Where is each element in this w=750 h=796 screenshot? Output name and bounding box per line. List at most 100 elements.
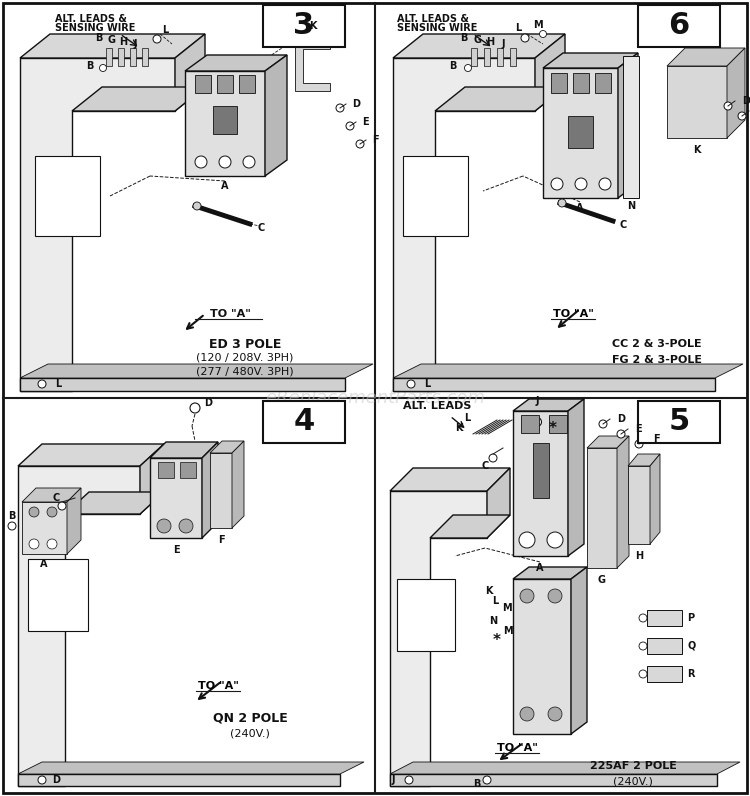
Text: FG 2 & 3-POLE: FG 2 & 3-POLE <box>612 355 702 365</box>
Text: D: D <box>742 96 750 106</box>
Text: 225AF 2 POLE: 225AF 2 POLE <box>590 761 676 771</box>
Circle shape <box>558 199 566 207</box>
Polygon shape <box>18 444 164 466</box>
Polygon shape <box>587 436 629 448</box>
Text: L: L <box>464 413 470 423</box>
Polygon shape <box>67 488 81 554</box>
Polygon shape <box>513 399 584 411</box>
Bar <box>106 48 112 66</box>
Text: A: A <box>576 203 584 213</box>
Text: ALT. LEADS &: ALT. LEADS & <box>397 14 469 24</box>
Circle shape <box>100 64 106 72</box>
Bar <box>180 462 196 478</box>
Bar <box>22 502 67 554</box>
Polygon shape <box>618 53 638 198</box>
Text: eReplacementParts.com: eReplacementParts.com <box>265 389 485 407</box>
Text: H: H <box>635 551 643 561</box>
Text: CC 2 & 3-POLE: CC 2 & 3-POLE <box>612 339 702 349</box>
Text: F: F <box>372 135 379 145</box>
Text: K: K <box>309 21 316 31</box>
Polygon shape <box>430 515 510 538</box>
Text: F: F <box>217 535 224 545</box>
Text: B: B <box>449 61 457 71</box>
Circle shape <box>464 64 472 72</box>
Text: A: A <box>221 181 229 191</box>
Polygon shape <box>650 454 660 544</box>
Text: M: M <box>503 603 512 613</box>
Circle shape <box>407 380 415 388</box>
Bar <box>628 466 650 544</box>
Circle shape <box>724 102 732 110</box>
Polygon shape <box>487 468 510 538</box>
Text: H: H <box>119 37 127 47</box>
Circle shape <box>195 156 207 168</box>
Polygon shape <box>617 436 629 568</box>
Polygon shape <box>175 34 205 111</box>
Text: G: G <box>107 35 115 45</box>
Text: K: K <box>693 145 700 155</box>
Text: L: L <box>424 379 430 389</box>
Bar <box>513 579 571 734</box>
Polygon shape <box>628 454 660 466</box>
Text: *: * <box>493 634 501 649</box>
Circle shape <box>599 178 611 190</box>
Bar <box>521 415 539 433</box>
Circle shape <box>639 670 647 678</box>
Circle shape <box>617 430 625 438</box>
Circle shape <box>551 178 563 190</box>
Text: B: B <box>95 33 103 43</box>
Polygon shape <box>210 441 244 453</box>
Polygon shape <box>390 468 510 491</box>
Text: C: C <box>258 223 266 233</box>
Circle shape <box>547 532 563 548</box>
Text: J: J <box>501 39 505 49</box>
Polygon shape <box>393 58 535 391</box>
Text: R: R <box>687 669 694 679</box>
Circle shape <box>219 156 231 168</box>
Polygon shape <box>295 29 342 41</box>
Circle shape <box>356 140 364 148</box>
Text: (277 / 480V. 3PH): (277 / 480V. 3PH) <box>196 367 294 377</box>
Polygon shape <box>295 41 330 91</box>
Text: K: K <box>455 423 463 433</box>
Bar <box>239 75 255 93</box>
Circle shape <box>58 502 66 510</box>
Circle shape <box>521 34 529 42</box>
Text: 5: 5 <box>668 408 690 436</box>
Bar <box>595 73 611 93</box>
Text: M: M <box>503 626 513 636</box>
Polygon shape <box>390 774 717 786</box>
Polygon shape <box>140 444 164 514</box>
Text: (240V.): (240V.) <box>230 729 270 739</box>
Circle shape <box>38 776 46 784</box>
Text: 4: 4 <box>293 408 315 436</box>
Bar <box>533 443 549 498</box>
Polygon shape <box>65 492 164 514</box>
Circle shape <box>539 30 547 37</box>
Bar <box>150 458 202 538</box>
Polygon shape <box>667 48 745 66</box>
Text: N: N <box>489 616 497 626</box>
Bar <box>667 66 727 138</box>
Circle shape <box>639 614 647 622</box>
Circle shape <box>519 532 535 548</box>
Bar <box>210 453 232 528</box>
Bar <box>35 156 100 236</box>
Text: SENSING WIRE: SENSING WIRE <box>397 23 477 33</box>
Polygon shape <box>265 55 287 176</box>
Text: L: L <box>162 25 168 35</box>
Bar <box>158 462 174 478</box>
Bar <box>471 48 477 66</box>
Polygon shape <box>20 364 373 378</box>
Circle shape <box>153 35 161 43</box>
Circle shape <box>599 420 607 428</box>
Text: 6: 6 <box>668 11 690 41</box>
Text: ALT. LEADS &: ALT. LEADS & <box>55 14 127 24</box>
Circle shape <box>520 707 534 721</box>
Bar <box>497 48 503 66</box>
Polygon shape <box>18 466 140 786</box>
Bar <box>263 5 345 47</box>
Polygon shape <box>393 34 565 58</box>
Text: J: J <box>134 39 136 49</box>
Polygon shape <box>20 34 205 58</box>
